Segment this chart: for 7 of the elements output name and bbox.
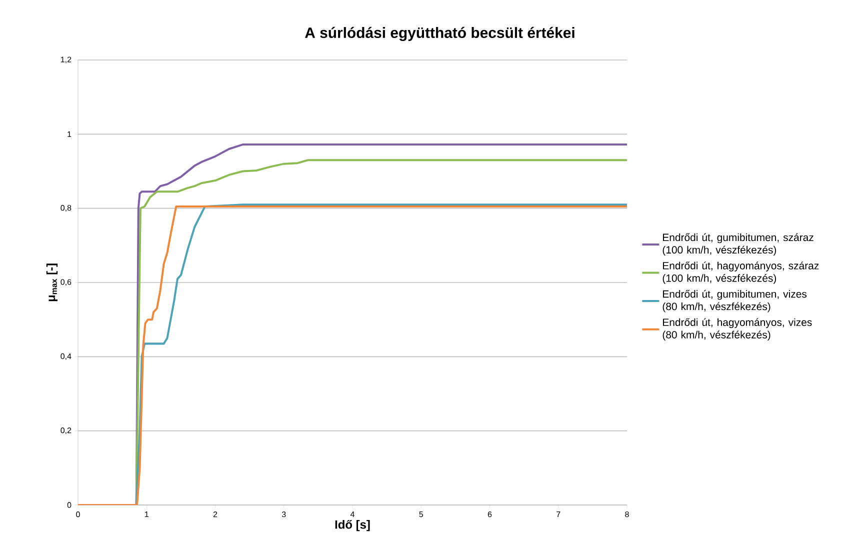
legend-label: Endrődi út, hagyományos, vizes (80 km/h, vészfékezés) [662,318,812,341]
text: μ$_{max}$ [-] [46,264,58,302]
legend-label: Endrődi út, hagyományos, száraz (100 km/h, vészfékezés) [662,262,819,284]
x-axis-title: Idő [s] [335,520,370,532]
legend-label: Endrődi út, gumibitumen, száraz (100 km/h, vészfékezés) [662,233,814,256]
legend-label: Endrődi út, gumibitumen, vizes (80 km/h, vészfékezés) [662,290,807,312]
chart-title: A súrlódási együttható becsült értékei [305,26,574,42]
